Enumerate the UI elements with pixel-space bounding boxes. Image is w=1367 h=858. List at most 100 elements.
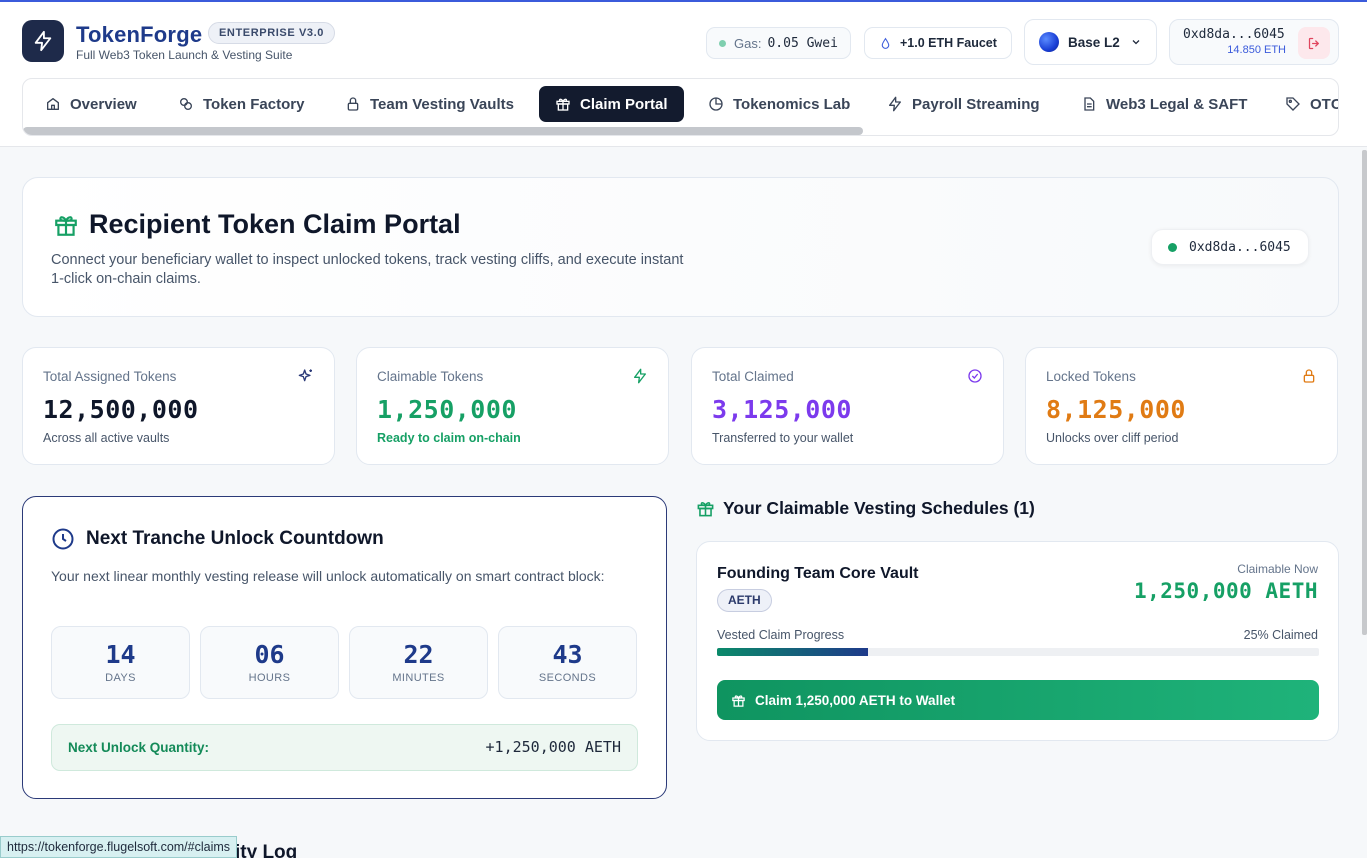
document-icon <box>1084 97 1095 111</box>
tab-tokenomics-lab[interactable]: Tokenomics Lab <box>708 86 850 122</box>
gift-icon <box>732 694 745 707</box>
gift-icon <box>556 98 570 111</box>
tab-overview[interactable]: Overview <box>45 86 137 122</box>
countdown-hours: 06 HOURS <box>200 626 339 699</box>
tab-team-vesting-vaults[interactable]: Team Vesting Vaults <box>345 86 514 122</box>
gift-icon <box>697 502 714 517</box>
tab-label: Overview <box>70 95 137 113</box>
tab-payroll-streaming[interactable]: Payroll Streaming <box>887 86 1040 122</box>
sparkle-icon <box>298 369 312 382</box>
countdown-unit: HOURS <box>248 672 291 684</box>
tab-label: Payroll Streaming <box>912 95 1040 113</box>
stat-total-assigned: Total Assigned Tokens 12,500,000 Across … <box>22 347 335 465</box>
activity-log-title: ity Log <box>235 842 298 858</box>
network-globe-icon <box>1039 32 1059 52</box>
claimable-now-value: 1,250,000 AETH <box>1133 579 1318 603</box>
pie-chart-icon <box>709 97 723 111</box>
tab-otc[interactable]: OTC <box>1285 86 1339 122</box>
tab-label: Team Vesting Vaults <box>370 95 514 113</box>
check-circle-icon <box>968 369 982 383</box>
gas-indicator: Gas: 0.05 Gwei <box>706 27 851 59</box>
stat-label: Total Assigned Tokens <box>43 369 177 384</box>
bolt-icon <box>634 368 646 384</box>
claim-portal-hero: Recipient Token Claim Portal Connect you… <box>22 177 1339 317</box>
stat-label: Locked Tokens <box>1046 369 1136 384</box>
connected-status-dot <box>1168 242 1177 252</box>
gas-label: Gas: <box>734 35 762 51</box>
countdown-seconds: 43 SECONDS <box>498 626 637 699</box>
schedules-title: Your Claimable Vesting Schedules (1) <box>723 498 1035 518</box>
tabs-scrollbar[interactable] <box>23 127 863 135</box>
stat-value: 1,250,000 <box>377 395 517 424</box>
tab-label: Web3 Legal & SAFT <box>1106 95 1248 113</box>
countdown-unit: SECONDS <box>538 672 597 684</box>
countdown-value: 14 <box>105 640 136 669</box>
coins-icon <box>180 98 192 110</box>
brand-name: TokenForge <box>76 22 203 47</box>
progress-percent: 25% Claimed <box>1243 628 1318 642</box>
vesting-schedule-card: Founding Team Core Vault AETH Claimable … <box>696 541 1339 741</box>
tab-label: Tokenomics Lab <box>733 95 851 113</box>
claim-button[interactable]: Claim 1,250,000 AETH to Wallet <box>717 680 1319 720</box>
connected-wallet-badge: 0xd8da...6045 <box>1151 229 1309 265</box>
countdown-minutes: 22 MINUTES <box>349 626 488 699</box>
stat-subtext: Transferred to your wallet <box>712 431 854 445</box>
faucet-label: +1.0 ETH Faucet <box>900 36 997 50</box>
countdown-title: Next Tranche Unlock Countdown <box>86 528 384 549</box>
stat-total-claimed: Total Claimed 3,125,000 Transferred to y… <box>691 347 1004 465</box>
page-description: Connect your beneficiary wallet to inspe… <box>51 252 684 287</box>
next-unlock-value: +1,250,000 AETH <box>485 738 621 756</box>
lock-icon <box>347 97 359 111</box>
gift-icon <box>55 216 77 236</box>
unlock-countdown-card: Next Tranche Unlock Countdown Your next … <box>22 496 667 799</box>
claim-button-label: Claim 1,250,000 AETH to Wallet <box>755 692 956 708</box>
tab-claim-portal[interactable]: Claim Portal <box>539 86 684 122</box>
gas-status-dot <box>719 39 726 47</box>
stat-subtext: Across all active vaults <box>43 431 170 445</box>
progress-fill <box>717 648 868 656</box>
claimable-now-label: Claimable Now <box>1237 562 1318 576</box>
network-selector[interactable]: Base L2 <box>1024 19 1157 65</box>
page-scrollbar[interactable] <box>1362 150 1367 635</box>
tab-web3-legal-saft[interactable]: Web3 Legal & SAFT <box>1081 86 1247 122</box>
tag-icon <box>1286 97 1300 111</box>
connected-address: 0xd8da...6045 <box>1189 239 1291 255</box>
stat-value: 8,125,000 <box>1046 395 1186 424</box>
progress-track <box>717 648 1319 656</box>
home-icon <box>47 98 59 110</box>
wallet-address: 0xd8da...6045 <box>1183 27 1285 42</box>
stat-claimable: Claimable Tokens 1,250,000 Ready to clai… <box>356 347 669 465</box>
token-badge: AETH <box>717 589 772 612</box>
stat-subtext: Unlocks over cliff period <box>1046 431 1179 445</box>
vault-name: Founding Team Core Vault <box>717 565 919 582</box>
stat-value: 3,125,000 <box>712 395 852 424</box>
next-unlock-quantity: Next Unlock Quantity: +1,250,000 AETH <box>51 724 638 771</box>
stat-locked: Locked Tokens 8,125,000 Unlocks over cli… <box>1025 347 1338 465</box>
stat-label: Total Claimed <box>712 369 794 384</box>
tab-label: OTC <box>1310 95 1339 113</box>
brand-tagline: Full Web3 Token Launch & Vesting Suite <box>76 48 293 62</box>
stat-value: 12,500,000 <box>43 395 199 424</box>
faucet-button[interactable]: +1.0 ETH Faucet <box>864 27 1012 59</box>
countdown-value: 22 <box>403 640 434 669</box>
countdown-value: 06 <box>254 640 285 669</box>
countdown-unit: MINUTES <box>392 672 445 684</box>
disconnect-button[interactable] <box>1298 27 1330 59</box>
stat-subtext: Ready to claim on-chain <box>377 431 521 445</box>
countdown-value: 43 <box>552 640 583 669</box>
edition-badge: ENTERPRISE V3.0 <box>208 22 335 44</box>
gas-value: 0.05 Gwei <box>767 35 838 51</box>
clock-icon <box>52 528 74 550</box>
link-status-bar: https://tokenforge.flugelsoft.com/#claim… <box>0 836 238 858</box>
tab-token-factory[interactable]: Token Factory <box>178 86 304 122</box>
logout-icon <box>1308 37 1319 49</box>
main-tabs: Overview Token Factory Team Vesting Vaul… <box>22 78 1339 136</box>
wallet-widget[interactable]: 0xd8da...6045 14.850 ETH <box>1169 19 1339 65</box>
app-header: TokenForge ENTERPRISE V3.0 Full Web3 Tok… <box>0 0 1367 147</box>
bolt-logo-icon <box>34 30 52 52</box>
droplet-icon <box>881 37 890 49</box>
app-logo[interactable] <box>22 20 64 62</box>
next-unlock-label: Next Unlock Quantity: <box>68 740 210 755</box>
network-label: Base L2 <box>1068 34 1120 50</box>
page-title: Recipient Token Claim Portal <box>89 209 461 239</box>
